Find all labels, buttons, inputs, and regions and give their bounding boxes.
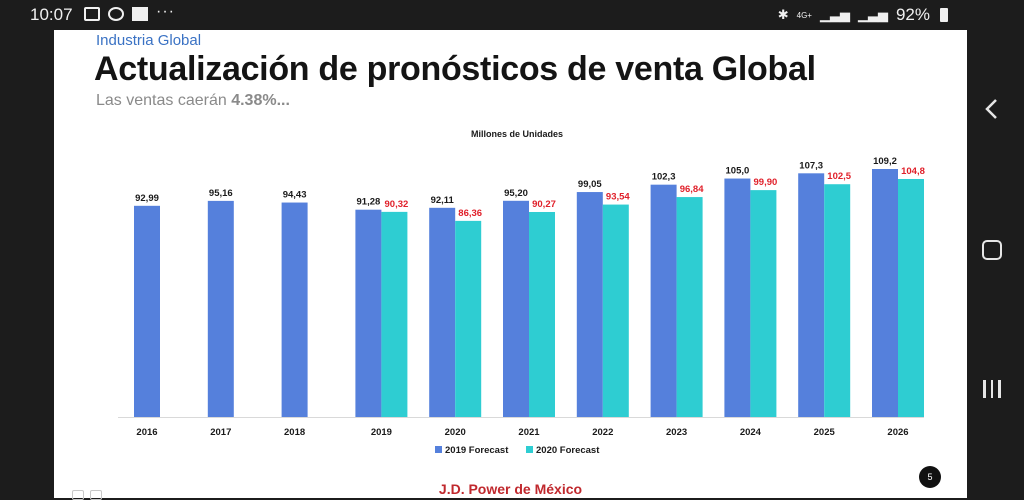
mail-icon (132, 7, 148, 21)
subtitle-value: 4.38%... (231, 92, 290, 109)
label-2020-forecast-2025: 102,5 (827, 171, 851, 182)
x-tick-2019: 2019 (371, 427, 392, 438)
battery-icon (940, 8, 948, 22)
label-2019-forecast-2018: 94,43 (283, 190, 307, 201)
bar-2020-forecast-2019 (381, 211, 408, 417)
subtitle-text: Las ventas caerán (96, 92, 232, 109)
bar-2020-forecast-2020 (455, 220, 482, 417)
slide-kicker: Industria Global (96, 32, 202, 49)
signal-icon-2: ▁▃▅ (857, 7, 888, 22)
label-2020-forecast-2020: 86,36 (458, 208, 482, 219)
x-tick-2021: 2021 (518, 427, 540, 438)
signal-icon: ▁▃▅ (819, 7, 850, 22)
x-tick-2018: 2018 (284, 427, 305, 438)
system-icons: ✱ 4G+ ▁▃▅ ▁▃▅ 92% (778, 5, 948, 25)
x-tick-2026: 2026 (887, 427, 908, 438)
more-icon: ··· (156, 3, 175, 20)
label-2020-forecast-2024: 99,90 (754, 177, 778, 188)
network-type: 4G+ (796, 10, 812, 20)
back-icon[interactable] (984, 96, 1000, 122)
page-number: 5 (919, 466, 941, 488)
x-tick-2020: 2020 (445, 427, 466, 438)
slide-footer: J.D. Power de México (438, 481, 583, 497)
slide: Industria Global Actualización de pronós… (54, 30, 967, 500)
x-tick-2023: 2023 (666, 427, 687, 438)
bar-2019-forecast-2026 (872, 169, 898, 417)
whatsapp-icon (108, 7, 124, 21)
chart-legend: 2019 Forecast 2020 Forecast (435, 445, 600, 456)
label-2019-forecast-2022: 99,05 (578, 179, 602, 190)
label-2019-forecast-2016: 92,99 (135, 193, 159, 204)
home-icon[interactable] (982, 240, 1002, 260)
label-2019-forecast-2019: 91,28 (357, 197, 381, 208)
x-tick-2025: 2025 (814, 427, 836, 438)
bar-2020-forecast-2023 (676, 197, 703, 417)
legend-swatch-2019 (435, 446, 442, 453)
bar-2019-forecast-2017 (207, 200, 234, 417)
label-2019-forecast-2023: 102,3 (652, 172, 676, 183)
recents-icon[interactable] (983, 380, 1005, 398)
bar-group: 92,99 2016 95,16 2017 94,43 2018 91,28 90,32 201… (118, 156, 925, 438)
x-tick-2022: 2022 (592, 427, 613, 438)
label-2019-forecast-2026: 109,2 (873, 156, 897, 167)
navigation-bar (968, 30, 1024, 498)
bar-2020-forecast-2022 (602, 204, 629, 417)
bar-2020-forecast-2025 (824, 184, 851, 417)
bluetooth-icon: ✱ (777, 7, 789, 22)
label-2020-forecast-2019: 90,32 (385, 199, 409, 210)
label-2020-forecast-2021: 90,27 (532, 199, 556, 210)
label-2019-forecast-2024: 105,0 (726, 166, 750, 177)
bar-2019-forecast-2025 (798, 173, 825, 417)
status-bar: 10:07 ··· ✱ 4G+ ▁▃▅ ▁▃▅ 92% (0, 0, 1024, 30)
bar-2019-forecast-2021 (503, 200, 529, 417)
sales-forecast-chart: Millones de Unidades 92,99201695,1620179… (118, 129, 925, 456)
bar-2019-forecast-2016 (134, 205, 160, 417)
image-icon (84, 7, 100, 21)
bar-2019-forecast-2024 (724, 178, 751, 417)
slide-title: Actualización de pronósticos de venta Gl… (94, 50, 816, 88)
status-time: 10:07 (30, 5, 73, 24)
label-2019-forecast-2025: 107,3 (799, 160, 823, 171)
chart-title: Millones de Unidades (471, 129, 563, 139)
x-tick-2024: 2024 (740, 427, 762, 438)
bar-2020-forecast-2021 (529, 211, 555, 417)
legend-label-2019: 2019 Forecast (445, 445, 509, 456)
label-2019-forecast-2021: 95,20 (504, 188, 528, 199)
x-tick-2017: 2017 (210, 427, 231, 438)
bar-2019-forecast-2018 (281, 202, 308, 417)
notification-icons: ··· (84, 3, 175, 21)
bar-2019-forecast-2020 (429, 207, 456, 417)
label-2020-forecast-2026: 104,8 (901, 166, 925, 177)
legend-label-2020: 2020 Forecast (536, 445, 600, 456)
label-2020-forecast-2023: 96,84 (680, 184, 704, 195)
slide-subtitle: Las ventas caerán 4.38%... (96, 92, 290, 110)
label-2019-forecast-2017: 95,16 (209, 188, 233, 199)
x-tick-2016: 2016 (136, 427, 157, 438)
battery-percent: 92% (895, 5, 930, 24)
bar-2019-forecast-2023 (650, 184, 677, 417)
bar-2020-forecast-2024 (750, 190, 777, 417)
label-2019-forecast-2020: 92,11 (431, 195, 455, 206)
label-2020-forecast-2022: 93,54 (606, 192, 630, 203)
bar-2019-forecast-2019 (355, 209, 382, 417)
legend-swatch-2020 (526, 446, 533, 453)
bar-2019-forecast-2022 (576, 192, 603, 417)
bar-2020-forecast-2026 (898, 178, 924, 417)
